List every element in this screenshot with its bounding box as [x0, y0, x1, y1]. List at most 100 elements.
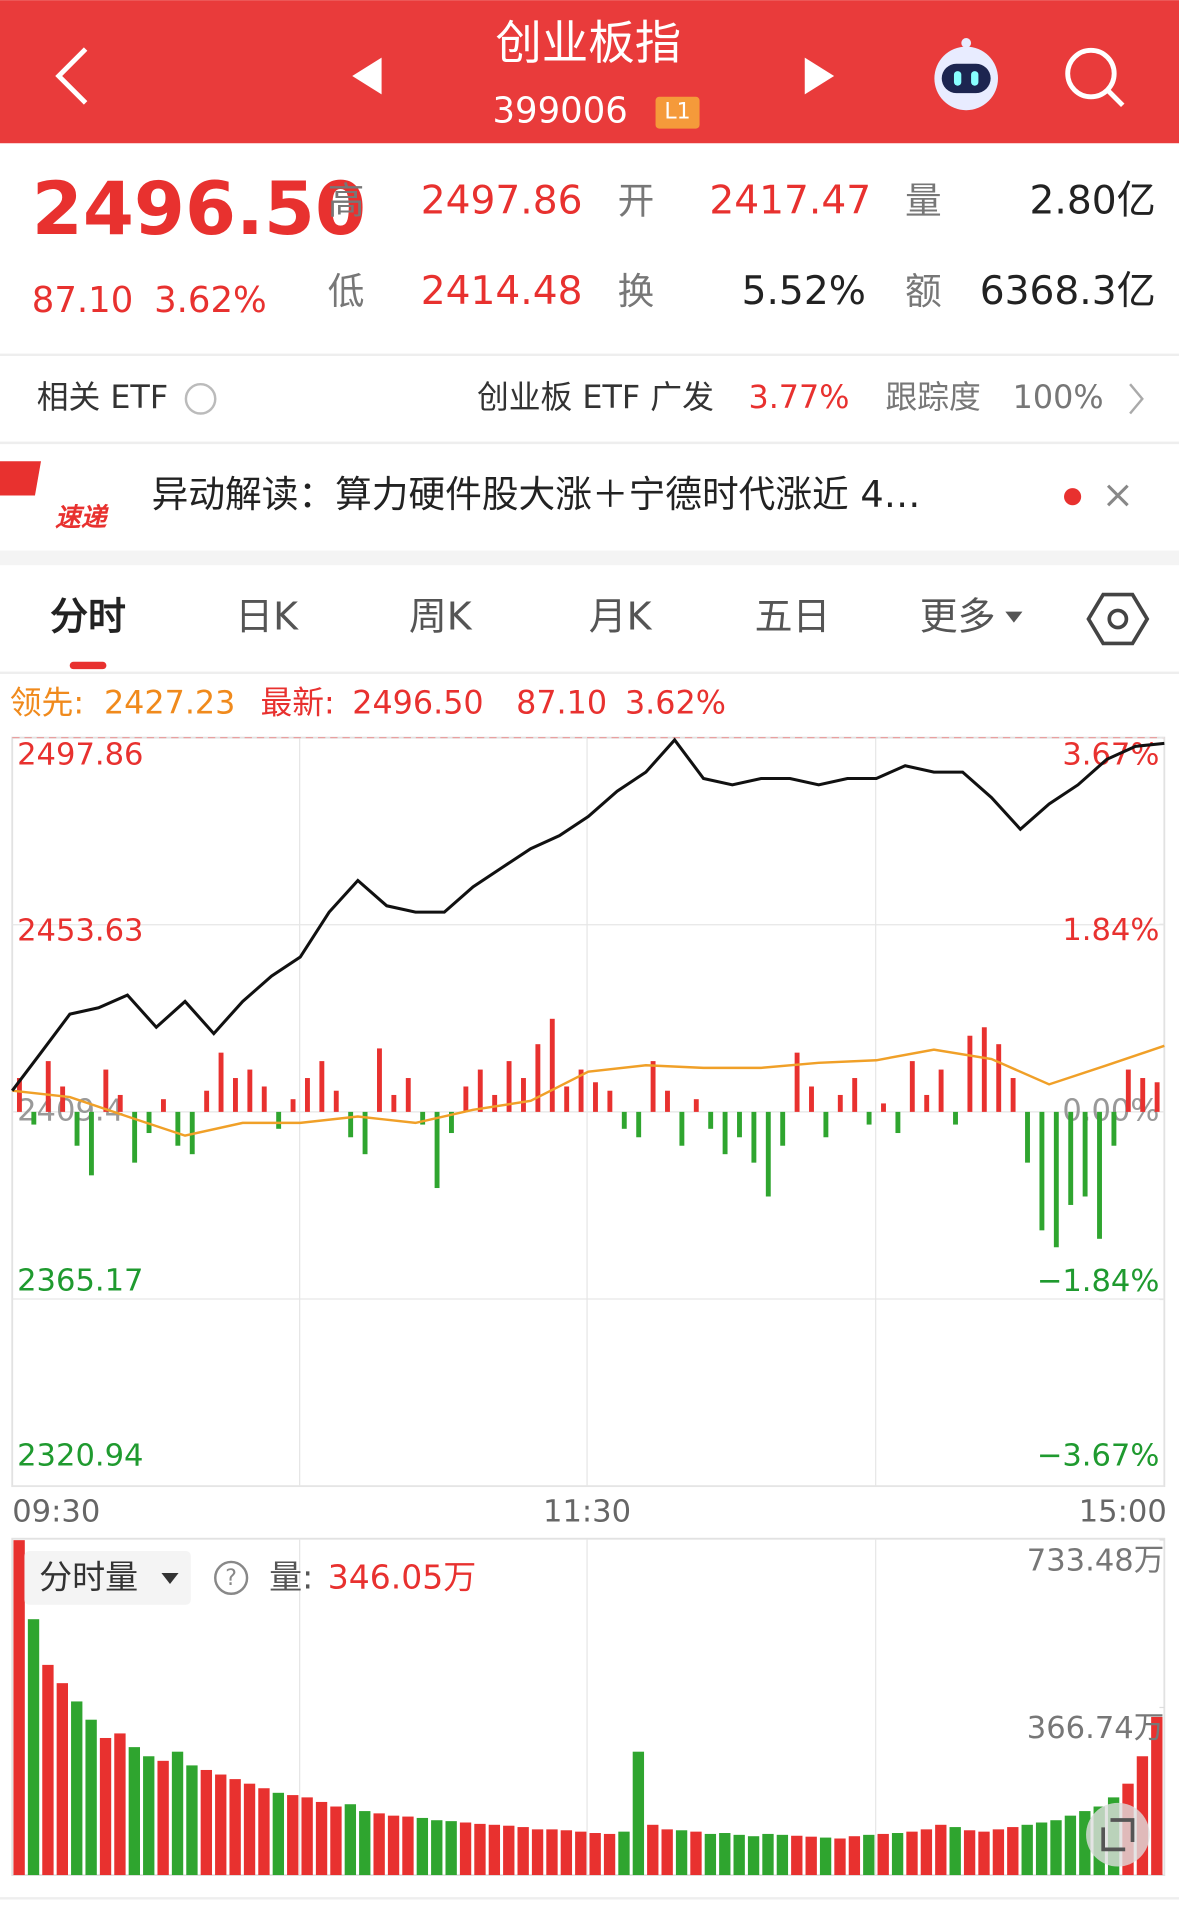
hex-icon — [1086, 592, 1150, 646]
tab[interactable]: 更多 — [920, 594, 996, 638]
x-label: 11:30 — [543, 1495, 631, 1530]
tab[interactable]: 周K — [409, 594, 473, 638]
volume-bar — [272, 1792, 285, 1876]
lead-bar — [247, 1069, 253, 1112]
volume-bar — [776, 1834, 789, 1876]
volume-bar — [978, 1831, 990, 1876]
volume-bar — [85, 1719, 97, 1876]
lead-bar — [117, 1094, 123, 1112]
volume-bar — [575, 1831, 587, 1876]
volume-bar — [733, 1834, 745, 1876]
robot-face — [941, 63, 991, 94]
chart-layer: 2497.862453.632409.42365.172320.943.67%1… — [11, 737, 1165, 1876]
etf-change: 3.77% — [748, 379, 849, 416]
volume-bar — [459, 1822, 472, 1876]
lead-bar — [578, 1069, 584, 1112]
lead-bar — [60, 1086, 66, 1112]
help-icon[interactable] — [214, 1560, 249, 1595]
robot-button[interactable] — [934, 38, 998, 111]
volume-bar — [258, 1788, 270, 1876]
volume-bar — [402, 1816, 414, 1876]
search-button[interactable] — [1065, 47, 1125, 108]
dropdown-arrow — [1005, 611, 1023, 623]
price-line — [11, 737, 1165, 1092]
lead-bar — [434, 1111, 440, 1189]
volume-bar — [315, 1801, 328, 1876]
volume-bar — [229, 1779, 241, 1876]
volume-dropdown[interactable] — [24, 1550, 191, 1605]
lead-bar — [981, 1027, 987, 1112]
volume-bar — [920, 1829, 933, 1876]
y2-tick-label: −1.84% — [1037, 1264, 1160, 1299]
volume-bar — [891, 1833, 904, 1876]
fullscreen-button[interactable] — [1086, 1802, 1150, 1867]
lead-bar — [751, 1111, 757, 1163]
field-label: 低 — [328, 270, 365, 313]
lead-value: 2427.23 — [104, 685, 235, 722]
lead-bar — [218, 1052, 224, 1112]
lead-bar — [621, 1111, 627, 1129]
volume-bar — [1007, 1827, 1019, 1876]
lead-bar — [377, 1048, 382, 1112]
lead-bar — [953, 1111, 958, 1125]
tab[interactable]: 月K — [589, 594, 653, 638]
close-button[interactable] — [1106, 484, 1129, 507]
etf-label: 相关 ETF — [37, 379, 168, 416]
volume-bar — [690, 1831, 702, 1876]
volume-bar — [863, 1834, 875, 1876]
volume-bar — [834, 1838, 846, 1876]
latest-change: 87.10 — [516, 685, 607, 722]
volume-bar — [373, 1813, 385, 1876]
etf-row[interactable]: 相关 ETF 创业板 ETF 广发 3.77% 跟踪度 100% — [37, 379, 1144, 416]
y-tick-label: 366.74万 — [1027, 1711, 1165, 1746]
robot-eye — [953, 71, 962, 86]
lead-bar — [132, 1111, 138, 1163]
gap — [0, 550, 1179, 566]
volume-label: 分时量 — [39, 1558, 138, 1597]
change: 87.10 — [32, 280, 134, 321]
volume-header: 分时量 ? 量: 346.05万 — [24, 1550, 477, 1605]
volume-bar — [215, 1774, 227, 1876]
volume-value: 346.05万 — [328, 1558, 477, 1597]
settings-button[interactable] — [1086, 592, 1150, 646]
volume-bar — [186, 1765, 198, 1876]
field-value: 5.52% — [742, 269, 866, 314]
lead-bar — [549, 1018, 555, 1112]
volume-bar — [387, 1815, 400, 1876]
help-icon — [184, 382, 217, 415]
tab[interactable]: 五日 — [755, 594, 831, 638]
badge: L1 — [664, 100, 690, 125]
volume-bar — [42, 1664, 54, 1876]
tab[interactable]: 日K — [235, 594, 299, 638]
logo-text: 速递 — [55, 503, 110, 533]
volume-bar — [647, 1824, 659, 1876]
lead-bar — [362, 1111, 368, 1155]
news-row[interactable]: 同花顺 速递 异动解读：算力硬件股大涨＋宁德时代涨近 4… — [0, 461, 1082, 533]
lead-bar — [780, 1111, 786, 1146]
y-tick-label: 2497.86 — [17, 737, 143, 772]
lead-bar — [319, 1061, 325, 1112]
volume-bar — [287, 1795, 299, 1876]
lead-bar — [348, 1111, 354, 1138]
lead-bar — [204, 1090, 210, 1112]
tab[interactable]: 分时 — [50, 594, 126, 638]
logo-bg — [0, 461, 42, 496]
back-button[interactable] — [55, 47, 88, 105]
latest-label: 最新: — [261, 685, 335, 722]
volume-bar — [301, 1797, 313, 1876]
volume-bar — [344, 1804, 357, 1876]
next-button[interactable] — [804, 57, 835, 95]
lead-bar — [333, 1090, 339, 1112]
lead-bar — [160, 1099, 166, 1112]
field-value: 2417.47 — [709, 179, 871, 224]
x-label: 09:30 — [12, 1495, 100, 1530]
volume-bar — [719, 1833, 731, 1876]
volume-bar — [906, 1831, 918, 1876]
y2-tick-label: 1.84% — [1062, 913, 1159, 948]
volume-bar — [157, 1760, 169, 1876]
lead-bar — [463, 1086, 469, 1112]
prev-button[interactable] — [352, 57, 382, 95]
hex-dot — [1107, 608, 1129, 630]
logo-text: 同花顺 — [46, 465, 120, 492]
